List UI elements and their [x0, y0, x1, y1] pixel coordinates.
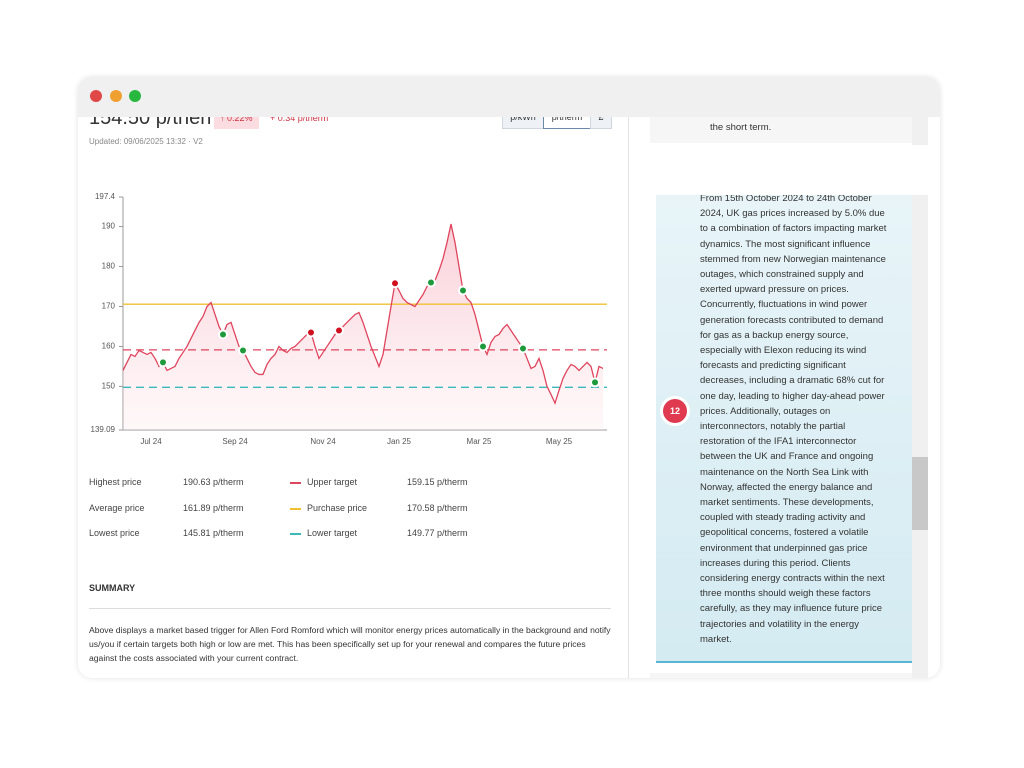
y-tick-label: 190: [102, 222, 116, 231]
y-tick-label: 160: [102, 342, 116, 351]
close-dot[interactable]: [90, 90, 102, 102]
gap: [638, 145, 940, 195]
marker: [590, 377, 600, 388]
minimize-dot[interactable]: [110, 90, 122, 102]
x-tick-label: Mar 25: [467, 437, 492, 446]
marker: [158, 357, 168, 368]
marker: [518, 343, 528, 354]
title-bar: [78, 77, 940, 117]
x-tick-label: Jan 25: [387, 437, 412, 446]
next-card: [650, 673, 912, 678]
y-tick-label: 150: [102, 382, 116, 391]
stat-value: 190.63 p/therm: [183, 477, 244, 487]
x-tick-label: Jul 24: [140, 437, 162, 446]
legend-name: Lower target: [307, 528, 358, 538]
stat-value: 145.81 p/therm: [183, 528, 244, 538]
legend-name: Upper target: [307, 477, 358, 487]
y-tick-label: 197.4: [95, 192, 116, 201]
marker: [238, 345, 248, 356]
y-tick-label: 180: [102, 262, 116, 271]
insight-badge[interactable]: 12: [663, 399, 687, 423]
x-tick-label: Sep 24: [222, 437, 248, 446]
summary-heading: SUMMARY: [89, 583, 136, 593]
stat-label: Lowest price: [89, 528, 140, 538]
insight-text: From 15th October 2024 to 24th October 2…: [700, 193, 887, 645]
x-tick-label: Nov 24: [310, 437, 336, 446]
stat-label: Average price: [89, 502, 145, 513]
legend-value: 170.58 p/therm: [407, 502, 468, 513]
y-tick-label: 170: [102, 302, 116, 311]
marker: [426, 277, 436, 288]
area: [123, 224, 603, 430]
chart-area: 139.09 150 160 170 180 190 197.4 Jul 24 Sep 24 No…: [91, 192, 607, 446]
marker: [218, 329, 228, 340]
legend-swatch: [290, 533, 301, 535]
scrollbar[interactable]: [912, 117, 928, 678]
legend-name: Purchase price: [307, 502, 368, 513]
marker: [458, 285, 468, 296]
summary-text: Above displays a market based trigger fo…: [89, 625, 611, 663]
divider: [628, 117, 629, 678]
insight-card: [656, 195, 912, 663]
marker: [306, 327, 316, 338]
marker: [390, 278, 400, 289]
x-tick-label: May 25: [546, 437, 573, 446]
change-abs: + 0.34 p/therm: [270, 113, 329, 123]
summary-rule: [89, 608, 611, 609]
legend-swatch: [290, 482, 301, 484]
legend-value: 149.77 p/therm: [407, 528, 468, 538]
stat-label: Highest price: [89, 477, 142, 487]
legend-swatch: [290, 507, 301, 510]
marker: [478, 341, 488, 352]
legend-value: 159.15 p/therm: [407, 477, 468, 487]
updated: Updated: 09/06/2025 13:32 · V2: [89, 137, 203, 146]
maximize-dot[interactable]: [129, 90, 141, 102]
browser-window: 154.50 p/therm ↑ 0.22% + 0.34 p/therm p/…: [78, 77, 940, 678]
stat-value: 161.89 p/therm: [183, 502, 244, 513]
top-card: [650, 117, 912, 143]
marker: [334, 325, 344, 336]
y-tick-label: 139.09: [91, 425, 116, 434]
chart: 139.09 150 160 170 180 190 197.4 Jul 24 Sep 24 No…: [91, 192, 607, 446]
scrollbar-thumb[interactable]: [912, 457, 928, 530]
